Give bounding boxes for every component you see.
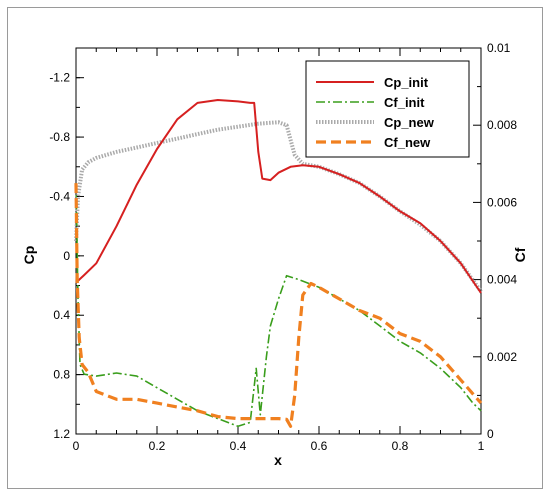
x-tick-label: 0.2 bbox=[149, 439, 166, 453]
y-right-tick-label: 0 bbox=[487, 427, 494, 441]
y-right-tick-label: 0.01 bbox=[487, 41, 511, 55]
y-left-tick-label: 1.2 bbox=[53, 427, 70, 441]
y-right-tick-label: 0.002 bbox=[487, 350, 517, 364]
x-tick-label: 0.4 bbox=[230, 439, 247, 453]
y-left-tick-label: 0.8 bbox=[53, 368, 70, 382]
y-left-axis-title: Cp bbox=[21, 246, 37, 265]
y-left-tick-label: 0 bbox=[63, 249, 70, 263]
x-tick-label: 1 bbox=[478, 439, 485, 453]
x-tick-label: 0 bbox=[73, 439, 80, 453]
series-line-cf-new bbox=[74, 183, 483, 428]
x-tick-label: 0.8 bbox=[392, 439, 409, 453]
y-left-tick-label: -0.4 bbox=[49, 189, 70, 203]
legend-label-cf-new: Cf_new bbox=[384, 135, 431, 150]
series-line-cf-init bbox=[75, 183, 482, 428]
legend-label-cp-new: Cp_new bbox=[384, 115, 435, 130]
y-left-tick-label: -0.8 bbox=[49, 130, 70, 144]
y-left-tick-label: 0.4 bbox=[53, 308, 70, 322]
chart-frame bbox=[7, 7, 543, 489]
series-layer bbox=[74, 99, 483, 428]
legend: Cp_init Cf_init Cp_new Cf_new bbox=[305, 60, 470, 158]
series-line-cp-init bbox=[75, 99, 482, 294]
y-right-tick-label: 0.008 bbox=[487, 118, 517, 132]
legend-label-cf-init: Cf_init bbox=[384, 95, 425, 110]
y-right-tick-label: 0.004 bbox=[487, 273, 517, 287]
y-left-tick-label: -1.2 bbox=[49, 71, 70, 85]
ticks-layer: 0 0.2 0.4 0.6 0.8 1-1.2-0.8-0.400.40.81.2 00.0… bbox=[49, 41, 517, 453]
x-tick-label: 0.6 bbox=[311, 439, 328, 453]
legend-label-cp-init: Cp_init bbox=[384, 75, 429, 90]
y-right-axis-title: Cf bbox=[512, 247, 528, 262]
x-axis-title: x bbox=[274, 452, 282, 468]
y-right-tick-label: 0.006 bbox=[487, 195, 517, 209]
